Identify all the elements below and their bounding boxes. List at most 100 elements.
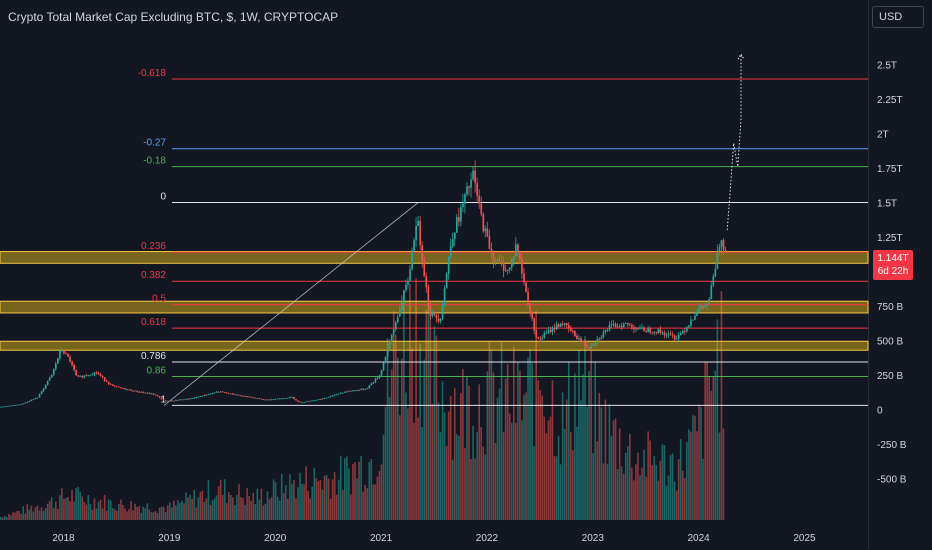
candle-body: [702, 305, 704, 308]
candle-body: [449, 246, 452, 258]
volume-bar: [128, 509, 130, 520]
candle-body: [236, 394, 238, 396]
candle-body: [535, 330, 538, 337]
candle-body: [166, 400, 169, 402]
candle-body: [199, 396, 202, 398]
volume-bar: [144, 508, 147, 520]
volume-bar: [12, 512, 14, 520]
fib-level-label: 0: [160, 192, 166, 203]
fib-level-label: 0.618: [141, 317, 166, 328]
candle-body: [549, 330, 552, 333]
candle-body: [162, 399, 165, 401]
candle-body: [105, 380, 108, 382]
candle-body: [476, 183, 479, 196]
volume-bar: [87, 494, 90, 520]
volume-bar: [498, 388, 501, 520]
x-tick-label: 2019: [158, 533, 181, 544]
volume-bar: [390, 369, 393, 520]
candle-body: [227, 393, 230, 394]
candle-body: [219, 391, 222, 393]
volume-bar: [659, 461, 662, 520]
volume-bar: [527, 357, 529, 520]
volume-bar: [287, 498, 289, 520]
volume-bar: [291, 483, 293, 520]
candle-body: [48, 377, 51, 381]
volume-bar: [26, 504, 29, 520]
x-tick-label: 2024: [688, 533, 711, 544]
candle-body: [303, 402, 306, 403]
price-axis-panel[interactable]: [868, 0, 932, 550]
candle-body: [451, 239, 454, 247]
volume-bar: [647, 431, 649, 520]
candle-body: [692, 319, 694, 321]
volume-bar: [531, 363, 533, 520]
candle-body: [574, 331, 576, 336]
volume-bar: [28, 509, 31, 520]
candle-body: [311, 400, 314, 402]
candle-body: [610, 324, 613, 325]
projection-layer: [726, 53, 745, 231]
volume-bar: [645, 476, 647, 520]
volume-bar: [48, 500, 51, 520]
volume-bar: [344, 458, 346, 520]
candle-body: [639, 327, 641, 329]
candle-body: [217, 391, 220, 393]
volume-bar: [663, 445, 666, 520]
volume-bar: [315, 478, 318, 520]
volume-bar: [262, 505, 265, 520]
volume-bar: [329, 498, 332, 520]
candle-body: [521, 259, 523, 274]
candle-body: [401, 300, 403, 311]
candle-body: [443, 288, 446, 305]
candle-body: [97, 372, 100, 375]
candle-body: [264, 399, 267, 401]
volume-bar: [494, 443, 497, 520]
volume-bar: [460, 393, 462, 520]
x-tick-label: 2018: [52, 533, 75, 544]
volume-bar: [268, 498, 271, 520]
volume-bar: [557, 435, 560, 520]
volume-bar: [350, 494, 352, 520]
volume-bar: [177, 500, 179, 520]
volume-bar: [535, 311, 537, 520]
candle-body: [6, 405, 8, 407]
candle-body: [116, 386, 118, 388]
volume-bar: [388, 397, 391, 520]
volume-bar: [134, 503, 136, 520]
candle-body: [374, 378, 377, 383]
currency-selector[interactable]: USD: [872, 6, 924, 28]
projection-arrow: [737, 53, 745, 60]
candle-body: [146, 392, 149, 394]
candle-body: [626, 323, 629, 325]
candle-body: [431, 312, 434, 316]
candle-body: [496, 259, 499, 262]
candle-body: [415, 225, 417, 241]
volume-bar: [297, 487, 299, 520]
volume-bar: [370, 458, 373, 520]
volume-bar: [211, 500, 214, 520]
candle-body: [472, 170, 474, 180]
candle-body: [240, 395, 242, 396]
volume-bar: [8, 514, 10, 520]
volume-bar: [148, 509, 151, 520]
candle-body: [313, 400, 316, 402]
candle-body: [679, 333, 682, 336]
candle-body: [598, 338, 601, 340]
candle-body: [321, 398, 324, 400]
candle-body: [403, 290, 405, 301]
candle-body: [437, 318, 440, 322]
y-tick-label: 2T: [877, 130, 889, 141]
candle-body: [232, 393, 234, 395]
volume-bar: [510, 422, 513, 520]
candle-body: [69, 356, 71, 362]
candle-body: [136, 390, 139, 392]
volume-bar: [52, 508, 55, 520]
candle-body: [130, 389, 132, 391]
volume-bar: [260, 488, 263, 520]
candle-body: [40, 391, 43, 395]
volume-bar: [683, 478, 686, 520]
volume-bar: [545, 433, 548, 520]
volume-bar: [352, 464, 354, 520]
candle-body: [596, 338, 599, 343]
